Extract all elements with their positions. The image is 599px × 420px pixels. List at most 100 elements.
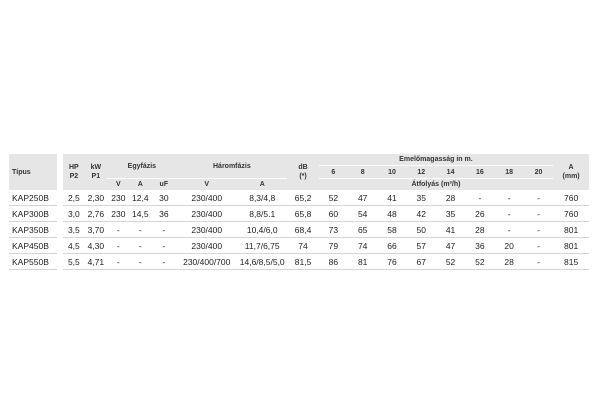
cell-flow: 66 (377, 237, 407, 254)
cell-db: 65,8 (287, 205, 319, 222)
cell-flow: 79 (318, 237, 349, 254)
cell-v3: 230/400 (176, 205, 238, 222)
cell-v3: 230/400 (176, 221, 238, 238)
cell-flow: 60 (318, 205, 349, 222)
cell-a3: 11,7/6,75 (237, 237, 288, 254)
cell-tipus: KAP250B (9, 190, 58, 206)
cell-hp: 2,5 (63, 190, 85, 206)
height-header: 14 (435, 165, 466, 179)
cell-flow: - (494, 221, 524, 238)
cell-flow: 65 (348, 221, 378, 238)
cell-a-length: 815 (553, 253, 589, 270)
cell-flow: 28 (435, 190, 466, 206)
cell-flow: - (523, 205, 554, 222)
cell-flow: - (523, 190, 554, 206)
col-header-tipus: Típus (9, 154, 58, 190)
cell-flow: 54 (348, 205, 378, 222)
height-header: 18 (494, 165, 524, 179)
cell-v3: 230/400/700 (176, 253, 238, 270)
cell-v3: 230/400 (176, 190, 238, 206)
cell-flow: 36 (465, 237, 495, 254)
cell-uf: - (151, 221, 177, 238)
col-header-db: dB (*) (287, 154, 319, 190)
cell-gap (57, 190, 64, 206)
cell-flow: - (523, 221, 554, 238)
cell-flow: 67 (406, 253, 436, 270)
cell-v1: 230 (107, 205, 130, 222)
cell-a-length: 760 (553, 190, 589, 206)
cell-flow: 20 (494, 237, 524, 254)
cell-flow: - (523, 253, 554, 270)
cell-flow: 47 (435, 237, 466, 254)
cell-flow: 86 (318, 253, 349, 270)
col-header-haromfazis: Háromfázis (176, 154, 288, 179)
cell-db: 65,2 (287, 190, 319, 206)
height-header: 10 (377, 165, 407, 179)
col-header-hp: HP P2 (63, 154, 85, 190)
cell-flow: 41 (377, 190, 407, 206)
height-header: 8 (348, 165, 378, 179)
cell-a1: 14,5 (129, 205, 152, 222)
pump-spec-table: Típus HP P2 kW P1 Egyfázis Háromfázis dB (*… (9, 154, 589, 270)
cell-kw: 4,30 (84, 237, 108, 254)
height-header: 16 (465, 165, 495, 179)
table-row: KAP250B 2,5 2,30 230 12,4 30 230/400 8,3/4,8 65,… (9, 190, 589, 206)
cell-tipus: KAP550B (9, 253, 58, 270)
table-row: KAP300B 3,0 2,76 230 14,5 36 230/400 8,8/5.1 65,… (9, 205, 589, 222)
cell-flow: 73 (318, 221, 349, 238)
cell-flow: 52 (318, 190, 349, 206)
cell-a3: 8,3/4,8 (237, 190, 288, 206)
sub-header-uf: uF (151, 178, 177, 190)
cell-flow: 81 (348, 253, 378, 270)
cell-db: 68,4 (287, 221, 319, 238)
cell-v1: - (107, 253, 130, 270)
cell-flow: 35 (435, 205, 466, 222)
cell-flow: 26 (465, 205, 495, 222)
cell-kw: 2,76 (84, 205, 108, 222)
cell-db: 74 (287, 237, 319, 254)
cell-a1: - (129, 237, 152, 254)
cell-gap (57, 205, 64, 222)
table-row: KAP350B 3,5 3,70- - -230/400 10,4/6,0 68,4 73 65… (9, 221, 589, 238)
cell-tipus: KAP350B (9, 221, 58, 238)
cell-uf: 36 (151, 205, 177, 222)
cell-a-length: 801 (553, 221, 589, 238)
table-row: KAP550B 5,5 4,71- - -230/400/700 14,6/8,5/5,0… (9, 253, 589, 270)
sub-header-v1: V (107, 178, 130, 190)
cell-gap (57, 237, 64, 254)
sub-header-a3: A (237, 178, 288, 190)
sub-header-a1: A (129, 178, 152, 190)
cell-flow: 47 (348, 190, 378, 206)
col-header-emelomagassag: Emelőmagasság in m. (318, 154, 554, 166)
height-header: 20 (523, 165, 554, 179)
cell-hp: 4,5 (63, 237, 85, 254)
table-row: KAP450B 4,5 4,30- - -230/400 11,7/6,75 74 79 74 6… (9, 237, 589, 254)
cell-flow: - (494, 190, 524, 206)
cell-uf: - (151, 237, 177, 254)
cell-a1: 12,4 (129, 190, 152, 206)
cell-a3: 14,6/8,5/5,0 (237, 253, 288, 270)
cell-a-length: 801 (553, 237, 589, 254)
cell-flow: 57 (406, 237, 436, 254)
cell-gap (57, 253, 64, 270)
cell-flow: 52 (465, 253, 495, 270)
cell-a3: 10,4/6,0 (237, 221, 288, 238)
cell-kw: 4,71 (84, 253, 108, 270)
cell-a1: - (129, 253, 152, 270)
cell-flow: 41 (435, 221, 466, 238)
cell-v1: - (107, 237, 130, 254)
cell-gap (57, 221, 64, 238)
cell-kw: 2,30 (84, 190, 108, 206)
cell-flow: 35 (406, 190, 436, 206)
cell-a3: 8,8/5.1 (237, 205, 288, 222)
cell-flow: 76 (377, 253, 407, 270)
cell-flow: - (465, 190, 495, 206)
cell-hp: 3,5 (63, 221, 85, 238)
cell-flow: 74 (348, 237, 378, 254)
pump-spec-table-container: Típus HP P2 kW P1 Egyfázis Háromfázis dB (*… (9, 154, 589, 270)
cell-flow: 28 (494, 253, 524, 270)
cell-hp: 5,5 (63, 253, 85, 270)
cell-v3: 230/400 (176, 237, 238, 254)
cell-hp: 3,0 (63, 205, 85, 222)
cell-flow: 50 (406, 221, 436, 238)
